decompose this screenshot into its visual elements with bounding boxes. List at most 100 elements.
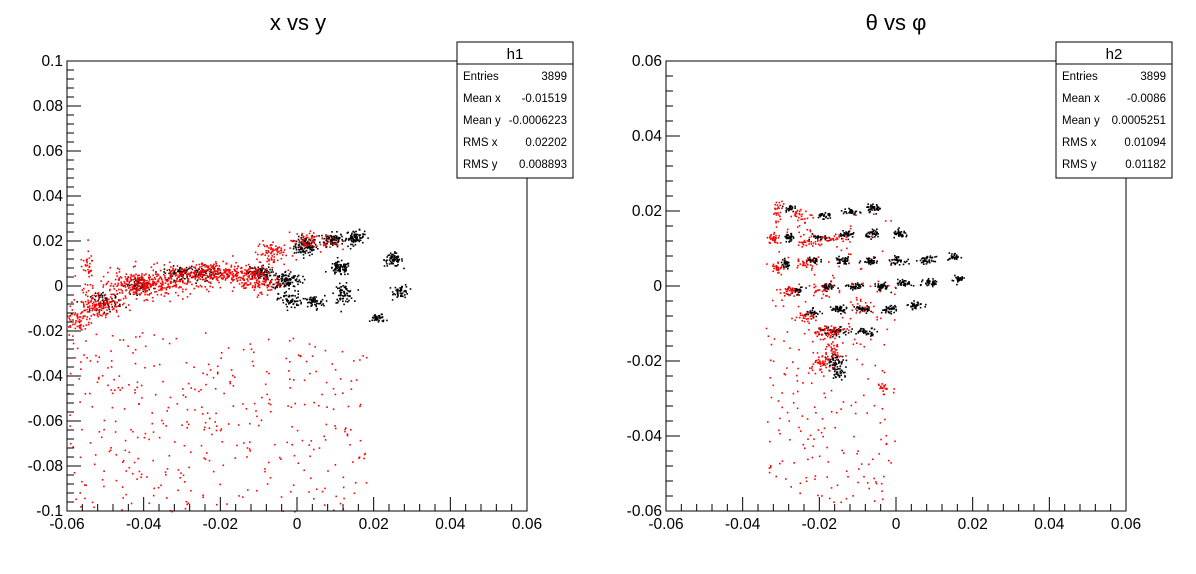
x-tick-label: -0.04: [126, 516, 162, 533]
data-point: [160, 484, 162, 487]
data-point: [209, 369, 212, 371]
data-point: [160, 289, 162, 291]
data-point: [826, 288, 829, 290]
data-point: [812, 445, 814, 447]
data-point: [833, 501, 835, 503]
data-point: [781, 264, 783, 267]
data-point: [252, 365, 255, 367]
data-point: [246, 447, 249, 449]
data-point: [244, 282, 246, 284]
data-point: [144, 293, 146, 296]
data-point: [223, 392, 225, 395]
data-point: [248, 448, 251, 450]
data-point: [878, 453, 881, 455]
data-point: [799, 213, 801, 216]
data-point: [835, 233, 837, 236]
data-point: [304, 238, 306, 240]
data-point: [208, 459, 211, 462]
data-point: [228, 274, 231, 277]
data-point: [813, 438, 815, 440]
data-point: [279, 285, 282, 287]
data-point: [340, 265, 342, 268]
data-point: [826, 335, 829, 338]
data-point: [300, 247, 302, 249]
data-point: [838, 361, 840, 363]
data-point: [929, 255, 932, 257]
data-point: [786, 290, 789, 292]
data-point: [116, 301, 118, 304]
data-point: [276, 250, 278, 252]
data-point: [117, 284, 119, 286]
data-point: [258, 276, 260, 279]
data-point: [843, 259, 846, 262]
data-point: [143, 278, 145, 281]
data-point: [865, 332, 867, 334]
data-point: [153, 276, 156, 279]
data-point: [901, 278, 904, 281]
data-point: [832, 362, 835, 365]
data-point: [773, 239, 775, 241]
data-point: [792, 392, 795, 395]
data-point: [283, 280, 286, 283]
data-point: [809, 258, 811, 261]
data-point: [79, 320, 81, 323]
data-point: [796, 266, 799, 269]
data-point: [393, 260, 395, 263]
data-point: [140, 276, 142, 279]
data-point: [869, 205, 872, 208]
data-point: [138, 470, 141, 473]
data-point: [199, 271, 201, 273]
data-point: [93, 307, 95, 309]
data-point: [300, 251, 302, 254]
data-point: [107, 312, 109, 315]
data-point: [888, 259, 891, 261]
data-point: [333, 269, 336, 271]
data-point: [343, 303, 345, 306]
data-point: [768, 471, 771, 474]
data-point: [289, 271, 292, 273]
data-point: [145, 273, 147, 275]
data-point: [931, 285, 934, 288]
data-point: [211, 273, 213, 276]
data-point: [117, 386, 120, 389]
data-point: [94, 292, 97, 294]
data-point: [898, 227, 900, 229]
data-point: [827, 214, 830, 216]
data-point: [183, 269, 185, 271]
data-point: [72, 335, 74, 337]
data-point: [234, 270, 236, 272]
data-point: [189, 267, 192, 270]
data-point: [337, 287, 339, 290]
data-point: [827, 287, 830, 290]
data-point: [69, 319, 71, 321]
data-point: [280, 296, 282, 299]
data-point: [262, 280, 265, 283]
data-point: [867, 260, 870, 262]
data-point: [311, 244, 314, 247]
data-point: [838, 336, 841, 338]
data-point: [825, 283, 827, 285]
data-point: [341, 235, 343, 238]
data-point: [799, 286, 802, 289]
data-point: [840, 355, 842, 358]
data-point: [831, 285, 833, 287]
data-point: [154, 273, 157, 275]
data-point: [258, 270, 261, 273]
data-point: [280, 496, 283, 498]
data-point: [91, 406, 94, 408]
data-point: [316, 248, 319, 250]
data-point: [859, 305, 861, 307]
data-point: [885, 309, 888, 312]
data-point: [775, 266, 777, 269]
data-point: [84, 315, 86, 317]
data-point: [358, 239, 360, 241]
data-point: [816, 331, 819, 333]
data-point: [294, 242, 297, 245]
data-point: [843, 452, 845, 454]
data-point: [101, 479, 104, 481]
data-point: [311, 237, 313, 239]
data-point: [859, 329, 861, 332]
data-point: [117, 282, 119, 285]
data-point: [265, 274, 267, 276]
data-point: [810, 367, 813, 370]
